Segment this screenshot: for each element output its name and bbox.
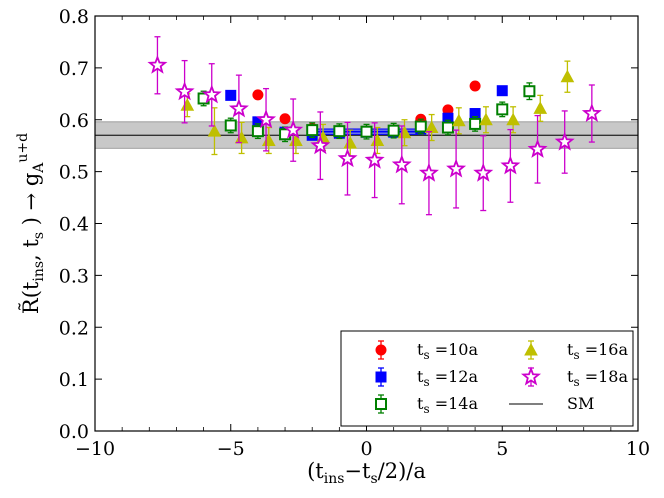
legend-label: SM — [567, 394, 594, 413]
legend-marker — [375, 344, 387, 356]
x-tick-label: 10 — [626, 438, 650, 460]
y-tick-label: 0.5 — [59, 162, 89, 184]
legend-box — [340, 330, 634, 427]
data-point — [228, 98, 249, 118]
legend-marker — [375, 371, 387, 383]
legend-marker — [524, 342, 538, 356]
data-point — [147, 54, 168, 74]
data-point — [469, 80, 481, 92]
data-point — [180, 98, 195, 111]
data-point — [207, 124, 222, 137]
data-point — [337, 148, 358, 168]
data-point — [391, 154, 412, 174]
y-tick-label: 0.2 — [59, 317, 89, 339]
data-point — [225, 89, 237, 101]
data-point — [441, 121, 454, 134]
data-point — [418, 162, 439, 182]
legend-entry: ts =16a — [524, 340, 628, 362]
data-marks-layer — [147, 36, 602, 216]
x-tick-label: −10 — [75, 438, 115, 460]
y-axis-label: R̃(tins, ts ) → gAu+d — [15, 133, 47, 314]
data-point — [451, 113, 466, 127]
data-point — [560, 69, 575, 83]
data-point — [424, 120, 439, 134]
data-point — [256, 109, 277, 129]
series-2 — [197, 82, 536, 143]
legend-marker — [375, 398, 387, 410]
legend-entry: ts =12a — [375, 367, 478, 389]
data-point — [224, 119, 237, 132]
data-point — [506, 112, 520, 126]
legend-label: ts =10a — [417, 340, 478, 362]
y-tick-label: 0.3 — [59, 265, 89, 287]
data-point — [283, 119, 304, 139]
legend-label: ts =14a — [417, 394, 478, 416]
data-point — [479, 112, 493, 126]
x-tick-label: −5 — [217, 438, 245, 460]
y-tick-label: 0.0 — [59, 421, 89, 443]
data-point — [387, 124, 400, 137]
data-point — [333, 125, 346, 138]
data-point — [279, 113, 291, 125]
data-point — [174, 81, 195, 101]
x-tick-label: 0 — [360, 438, 372, 460]
data-point — [469, 117, 482, 130]
data-point — [446, 158, 467, 178]
series-3 — [180, 60, 575, 157]
data-point — [251, 125, 264, 138]
y-tick-label: 0.8 — [59, 6, 89, 28]
legend: ts =10a ts =16a ts =12a ts =18a ts =14a SM — [340, 330, 634, 427]
data-point — [306, 124, 319, 137]
x-axis-label: (tins−ts/2)/a — [307, 459, 426, 487]
data-point — [201, 84, 222, 104]
data-point — [523, 85, 536, 98]
data-point — [364, 149, 385, 169]
data-point — [554, 131, 575, 151]
legend-label: ts =12a — [417, 367, 478, 389]
data-point — [252, 89, 264, 101]
x-tick-label: 5 — [496, 438, 508, 460]
data-point — [527, 138, 548, 158]
legend-label: ts =16a — [567, 340, 628, 362]
data-point — [581, 103, 602, 123]
data-point — [533, 101, 548, 114]
data-point — [496, 103, 509, 116]
y-tick-label: 0.6 — [59, 110, 89, 132]
y-tick-label: 0.4 — [59, 214, 89, 236]
legend-marker — [520, 366, 542, 386]
axis-labels-layer: (tins−ts/2)/a R̃(tins, ts ) → gAu+d — [15, 133, 426, 487]
data-point — [473, 162, 494, 182]
legend-entry: ts =10a — [375, 340, 478, 362]
legend-entry: ts =18a — [520, 366, 628, 389]
y-tick-label: 0.7 — [59, 58, 89, 80]
legend-label: ts =18a — [567, 367, 628, 389]
series-4 — [147, 36, 602, 216]
y-tick-label: 0.1 — [59, 369, 89, 391]
data-point — [310, 135, 331, 155]
data-point — [414, 120, 427, 133]
legend-entry: ts =14a — [375, 394, 478, 416]
data-point — [496, 85, 508, 97]
ticks-layer: −10 −5 0 5 10 0.0 0.1 0.2 0.3 0.4 0.5 0.6 0.7 0.8 — [59, 6, 650, 460]
data-point — [360, 125, 373, 138]
data-point — [500, 155, 521, 175]
legend-entry: SM — [509, 394, 594, 413]
